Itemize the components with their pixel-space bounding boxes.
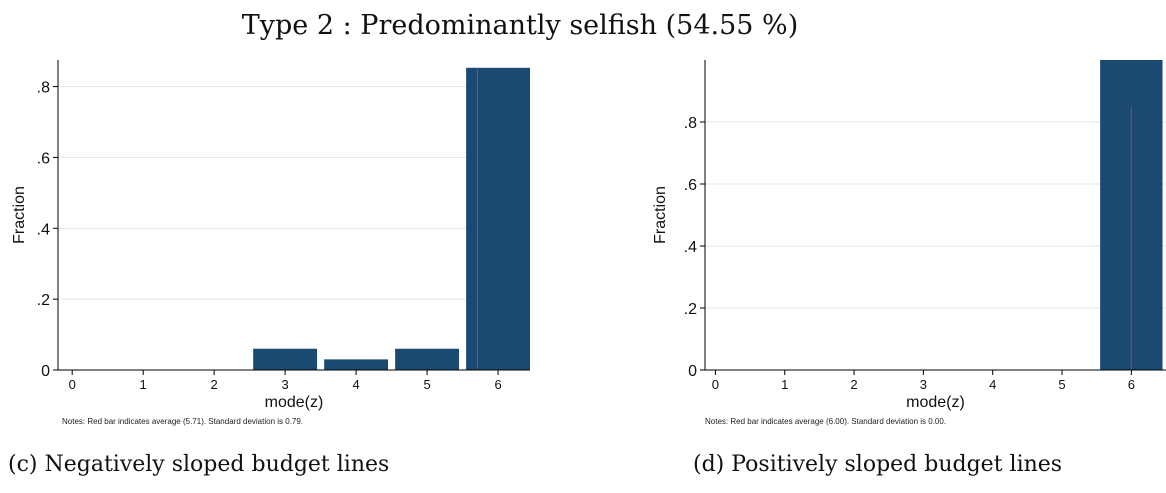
y-tick-label: 0 [688,363,697,380]
y-tick-label: .6 [684,177,697,194]
y-tick-label: .2 [684,301,697,318]
y-tick-label: .4 [37,221,50,238]
x-axis-label: mode(z) [906,394,965,411]
bar [253,348,318,370]
x-tick-label: 0 [712,377,719,392]
bar [466,67,530,370]
y-axis-label: Fraction [11,186,28,244]
figure-title: Type 2 : Predominantly selfish (54.55 %) [241,10,799,41]
x-tick-label: 6 [1128,377,1135,392]
chart-note: Notes: Red bar indicates average (6.00).… [705,417,946,426]
x-tick-label: 1 [140,377,147,392]
x-axis-label: mode(z) [265,394,324,411]
x-tick-label: 4 [352,377,359,392]
x-tick-label: 2 [850,377,857,392]
x-tick-label: 1 [781,377,788,392]
y-tick-label: .4 [684,239,697,256]
x-tick-label: 5 [423,377,430,392]
y-tick-label: 0 [41,363,50,380]
y-tick-label: .6 [37,150,50,167]
x-tick-label: 3 [282,377,289,392]
y-axis-label: Fraction [652,186,669,244]
x-tick-label: 2 [211,377,218,392]
x-tick-label: 6 [494,377,501,392]
caption-c: (c) Negatively sloped budget lines [8,452,390,477]
x-tick-label: 4 [989,377,996,392]
y-tick-label: .8 [684,115,697,132]
y-tick-label: .2 [37,292,50,309]
chart-positively-sloped: 0 .2 .4 .6 .8 0 1 2 3 4 5 6 mode(z) Fraction Notes: Re… [652,60,1166,426]
bar [324,359,389,370]
x-tick-label: 5 [1058,377,1065,392]
y-tick-label: .8 [37,80,50,97]
x-tick-label: 0 [69,377,76,392]
caption-d: (d) Positively sloped budget lines [693,452,1063,477]
chart-note: Notes: Red bar indicates average (5.71).… [62,417,303,426]
bar [395,348,460,370]
chart-negatively-sloped: 0 .2 .4 .6 .8 0 1 2 3 4 5 6 mode(z) Fraction Notes: Re… [11,60,530,426]
x-tick-label: 3 [920,377,927,392]
